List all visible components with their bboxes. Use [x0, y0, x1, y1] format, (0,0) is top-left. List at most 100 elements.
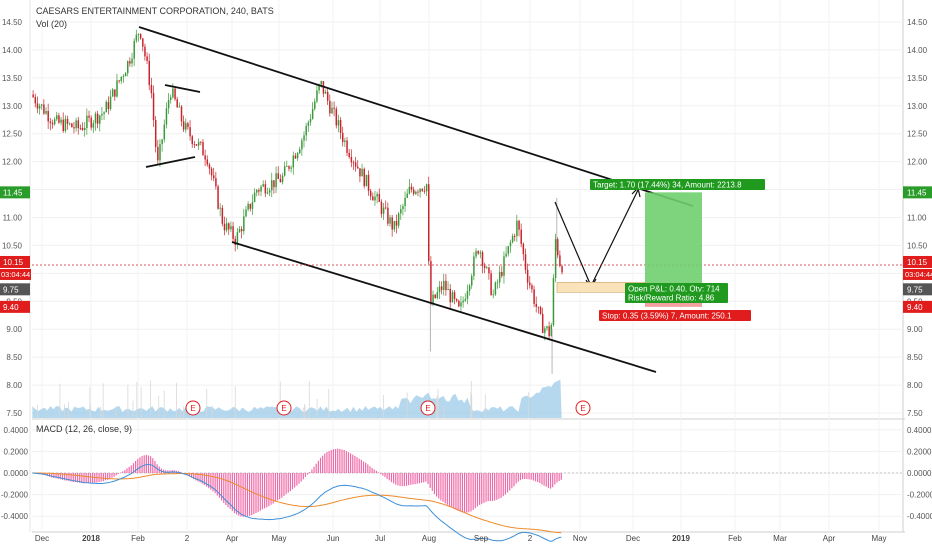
left-tick-label: 12.00	[2, 158, 23, 167]
candle-body	[438, 286, 441, 293]
right-tick-label: 14.00	[907, 46, 928, 55]
candle-body	[410, 186, 413, 190]
candle-body	[275, 173, 277, 188]
candle-body	[107, 101, 110, 110]
candle-body	[309, 118, 312, 123]
candle-body	[559, 255, 561, 267]
candle-body	[288, 166, 290, 169]
countdown-left-label: 03:04:44	[1, 270, 30, 279]
candle-body	[79, 127, 82, 129]
candle-body	[378, 193, 381, 202]
volume-label: Vol (20)	[36, 19, 67, 29]
candle-body	[365, 174, 368, 187]
macd-right-tick: 0.4000	[907, 426, 932, 435]
right-tick-label: 13.50	[907, 74, 928, 83]
candle-body	[142, 38, 144, 47]
chart-title: CAESARS ENTERTAINMENT CORPORATION, 240, …	[36, 6, 274, 16]
candle-body	[363, 168, 366, 187]
candle-body	[210, 168, 213, 176]
price-tag-left	[0, 255, 30, 268]
candle-body	[311, 108, 314, 119]
price-tag-left	[0, 300, 30, 313]
candle-body	[133, 40, 135, 59]
candle-body	[148, 60, 151, 85]
candle-body	[71, 123, 73, 128]
candle-body	[455, 299, 458, 301]
candle-body	[331, 107, 333, 114]
candle-body	[157, 146, 159, 161]
candle-body	[32, 94, 34, 98]
candle-body	[236, 232, 239, 245]
pennant-lower-line	[145, 156, 196, 168]
x-tick-label: Aug	[422, 534, 436, 543]
right-tick-label: 14.50	[907, 18, 928, 27]
position-profit-zone	[645, 192, 702, 288]
earnings-label: E	[425, 404, 430, 413]
candle-body	[101, 113, 103, 116]
x-tick-label: 2	[528, 534, 533, 543]
candle-body	[99, 115, 101, 124]
left-tick-label: 12.50	[2, 130, 23, 139]
candle-body	[535, 303, 538, 307]
price-tag-right-label: 9.75	[907, 285, 923, 294]
candle-body	[503, 256, 505, 276]
candle-body	[421, 188, 424, 191]
candle-body	[208, 164, 211, 169]
candle-body	[544, 328, 546, 333]
candle-body	[462, 300, 464, 303]
candle-body	[176, 99, 178, 108]
target-label-bg	[590, 179, 765, 190]
candle-body	[346, 140, 348, 153]
candle-body	[522, 243, 525, 255]
candle-body	[281, 175, 284, 183]
candle-body	[451, 292, 454, 303]
candle-body	[223, 223, 226, 231]
candle-body	[428, 184, 430, 262]
x-tick-label: Mar	[773, 534, 787, 543]
price-tag-right	[903, 300, 932, 313]
candle-body	[372, 196, 374, 201]
candle-body	[234, 238, 237, 245]
candle-body	[185, 123, 187, 130]
candle-body	[154, 120, 157, 147]
candle-body	[391, 217, 393, 230]
candle-body	[397, 213, 400, 226]
candle-body	[172, 88, 174, 98]
macd-left-tick: -0.4000	[1, 512, 29, 521]
candle-body	[464, 299, 467, 301]
candle-body	[505, 253, 507, 257]
candle-body	[453, 292, 456, 300]
candle-body	[273, 180, 275, 188]
countdown-right-label: 03:04:44	[905, 270, 932, 279]
candle-body	[520, 229, 522, 244]
candle-body	[329, 100, 331, 114]
price-tag-right-label: 11.45	[907, 188, 927, 197]
candle-body	[38, 105, 41, 109]
candle-body	[440, 286, 443, 290]
candle-body	[75, 120, 77, 129]
candle-body	[475, 251, 477, 257]
candle-body	[361, 168, 363, 177]
macd-left-tick: 0.0000	[4, 469, 29, 478]
candle-body	[408, 186, 411, 194]
macd-left-tick: 0.2000	[4, 447, 29, 456]
candle-body	[537, 306, 540, 308]
macd-right-tick: 0.0000	[907, 469, 932, 478]
candle-body	[400, 209, 402, 214]
candle-body	[548, 326, 550, 337]
price-tag-right-label: 10.15	[907, 258, 928, 267]
pnl-label: Open P&L: 0.40, Qty: 714	[628, 285, 720, 294]
candle-body	[47, 111, 49, 122]
x-tick-label: Sep	[474, 534, 489, 543]
right-tick-label: 8.50	[907, 353, 923, 362]
candle-body	[443, 280, 445, 290]
candle-body	[486, 267, 488, 269]
candle-body	[73, 127, 75, 129]
right-tick-label: 12.00	[907, 158, 928, 167]
macd-right-tick: -0.2000	[907, 491, 932, 500]
candle-body	[337, 120, 340, 126]
candle-body	[490, 273, 492, 295]
candle-body	[217, 186, 219, 209]
upper-channel-line	[138, 26, 694, 207]
candle-body	[380, 201, 383, 214]
